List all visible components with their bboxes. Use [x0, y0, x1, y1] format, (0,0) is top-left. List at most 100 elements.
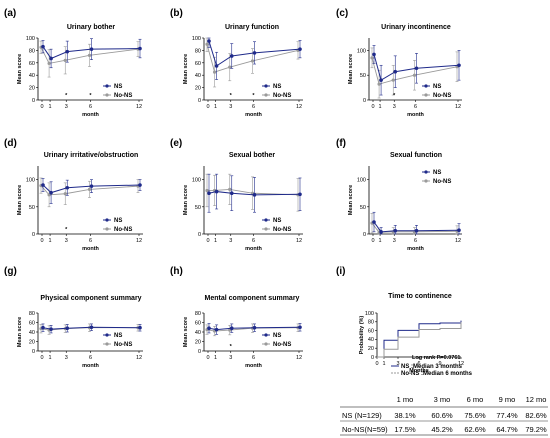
panel-label: (e): [170, 138, 182, 149]
x-tick-label: 12: [296, 104, 302, 110]
panel-label: (a): [4, 8, 16, 19]
legend: NS No-NS: [422, 170, 451, 185]
y-tick-label: 20: [29, 86, 35, 92]
data-point-nons: [228, 65, 232, 69]
data-point-ns: [214, 64, 219, 68]
legend-swatch-marker: [264, 84, 268, 88]
panel-title: Urinary irritative/obstruction: [44, 152, 139, 159]
data-point-ns: [65, 185, 70, 190]
x-tick-label: 3: [229, 355, 232, 361]
legend: NS No-NS: [422, 84, 451, 99]
x-tick-label: 12: [136, 104, 142, 110]
y-axis-label: Mean score: [17, 317, 23, 347]
y-tick-label: 0: [371, 355, 374, 361]
legend-label: No-NS: [273, 227, 291, 233]
x-tick-label: 0: [371, 104, 374, 110]
legend-swatch-marker: [264, 227, 268, 231]
x-tick-label: 9: [438, 361, 441, 367]
data-point-ns: [229, 191, 234, 195]
y-axis-label: Mean score: [183, 317, 189, 347]
significance-marker: *: [65, 93, 68, 99]
x-axis-label: Months: [409, 368, 429, 374]
x-tick-label: 1: [214, 238, 217, 244]
y-tick-label: 50: [360, 205, 366, 211]
x-tick-label: 12: [296, 355, 302, 361]
data-point-ns: [393, 69, 398, 74]
panel-title: Mental component summary: [205, 295, 300, 302]
continence-table: 1 mo 3 mo 6 mo 9 mo 12 mo NS (N=129) 38.1% 60.6…: [340, 395, 548, 436]
y-tick-label: 40: [29, 330, 35, 336]
y-tick-label: 100: [192, 36, 201, 42]
data-point-ns: [207, 326, 211, 331]
legend-swatch-marker: [424, 84, 428, 88]
data-point-ns: [379, 230, 383, 234]
x-axis-label: month: [407, 246, 424, 252]
significance-marker: *: [252, 93, 255, 99]
data-point-nons: [205, 42, 209, 46]
x-tick-label: 0: [371, 238, 374, 244]
legend-swatch-marker: [264, 218, 268, 222]
x-tick-label: 0: [40, 238, 43, 244]
panel-label: (f): [336, 138, 346, 149]
panel-title: Urinary bother: [67, 24, 116, 31]
legend-label: No-NS: [114, 342, 132, 348]
legend: NS No-NS: [103, 218, 132, 233]
data-point-ns: [89, 184, 94, 188]
data-point-ns: [298, 192, 302, 197]
y-tick-label: 100: [357, 178, 366, 184]
y-tick-label: 80: [195, 48, 201, 54]
log-rank-annotation: Log rank P=0.0761: [412, 355, 460, 361]
table-header: 3 mo: [434, 395, 451, 404]
data-point-nons: [212, 70, 217, 74]
legend-swatch-marker: [105, 93, 109, 97]
y-tick-label: 0: [198, 98, 201, 104]
y-tick-label: 0: [32, 232, 35, 238]
legend-label: NS: [114, 333, 122, 339]
legend-label: No-NS: [114, 227, 132, 233]
data-point-ns: [65, 49, 70, 54]
significance-marker: *: [65, 227, 68, 233]
x-tick-label: 6: [89, 104, 92, 110]
y-tick-label: 0: [198, 232, 201, 238]
data-point-nons: [391, 78, 395, 82]
legend-label: NS: [273, 84, 281, 90]
y-tick-label: 60: [29, 321, 35, 327]
x-axis-label: month: [82, 112, 99, 118]
panel-label: (d): [4, 138, 17, 149]
y-tick-label: 60: [195, 61, 201, 67]
legend-swatch-marker: [264, 342, 268, 346]
x-tick-label: 3: [393, 238, 396, 244]
x-tick-label: 12: [458, 361, 464, 367]
legend-label: NS: [273, 218, 281, 224]
data-point-ns: [379, 78, 383, 82]
data-point-ns: [414, 228, 419, 233]
panel-label: (b): [170, 8, 183, 19]
data-point-ns: [414, 66, 419, 71]
legend-swatch-marker: [105, 84, 109, 88]
step-line-ns: [377, 320, 462, 358]
legend-label: NS: [433, 84, 441, 90]
data-point-nons: [63, 58, 67, 62]
legend: NS No-NS: [103, 84, 132, 99]
data-point-nons: [377, 82, 381, 86]
x-tick-label: 3: [65, 355, 68, 361]
y-axis-label: Mean score: [17, 54, 23, 84]
data-point-ns: [298, 325, 302, 330]
y-tick-label: 100: [365, 311, 374, 317]
legend-swatch-marker: [105, 333, 109, 337]
panel-label: (i): [336, 266, 345, 277]
x-tick-label: 6: [414, 238, 417, 244]
x-axis-label: month: [245, 246, 262, 252]
y-axis-label: Probability (%): [359, 316, 365, 355]
table-row-label: NS (N=129): [342, 411, 382, 420]
x-tick-label: 12: [455, 238, 461, 244]
x-tick-label: 1: [382, 361, 385, 367]
data-point-ns: [138, 325, 142, 330]
panel-title: Urinary function: [225, 24, 279, 31]
legend-label: No-NS: [433, 93, 451, 99]
